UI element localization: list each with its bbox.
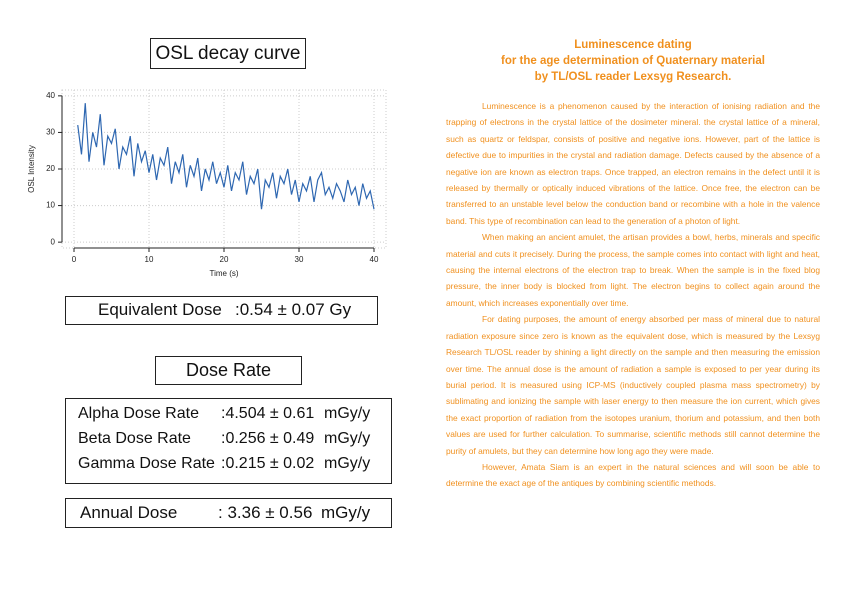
x-tick-label: 10 xyxy=(145,255,154,264)
annual-dose-box: Annual Dose : 3.36 ± 0.56 mGy/y xyxy=(65,498,392,528)
x-tick-label: 40 xyxy=(370,255,379,264)
article-body: Luminescence is a phenomenon caused by t… xyxy=(446,98,820,492)
rate-value: :0.215 ± 0.02 xyxy=(221,455,315,472)
y-axis-label: OSL Intensity xyxy=(27,145,36,193)
equivalent-dose-value: :0.54 ± 0.07 Gy xyxy=(235,300,352,319)
rate-label: Gamma Dose Rate xyxy=(78,455,215,472)
rate-label: Beta Dose Rate xyxy=(78,430,191,447)
annual-dose-value: : 3.36 ± 0.56 xyxy=(218,503,313,522)
equivalent-dose-box: Equivalent Dose :0.54 ± 0.07 Gy xyxy=(65,296,378,325)
rate-unit: mGy/y xyxy=(324,405,371,422)
equivalent-dose-label: Equivalent Dose xyxy=(98,300,222,319)
data-line xyxy=(77,103,375,210)
article-title-line: by TL/OSL reader Lexsyg Research. xyxy=(534,71,732,83)
y-tick-label: 10 xyxy=(46,201,55,210)
rate-label: Alpha Dose Rate xyxy=(78,405,199,422)
x-tick-label: 30 xyxy=(295,255,304,264)
y-tick-label: 0 xyxy=(51,237,56,246)
rate-unit: mGy/y xyxy=(324,455,371,472)
article-paragraph: Luminescence is a phenomenon caused by t… xyxy=(446,101,820,226)
rate-value: :0.256 ± 0.49 xyxy=(221,430,315,447)
x-tick-label: 0 xyxy=(72,255,77,264)
dose-rate-title: Dose Rate xyxy=(155,356,302,385)
article-paragraph: For dating purposes, the amount of energ… xyxy=(446,314,820,456)
rate-unit: mGy/y xyxy=(324,430,371,447)
annual-dose-label: Annual Dose xyxy=(80,503,178,522)
x-axis-label: Time (s) xyxy=(209,269,238,278)
y-tick-label: 20 xyxy=(46,164,55,173)
dose-rate-box: Alpha Dose Rate :4.504 ± 0.61 mGy/y Beta Do… xyxy=(65,398,392,484)
article-title-line: Luminescence dating xyxy=(574,39,692,51)
article-title: Luminescence dating for the age determina… xyxy=(446,37,820,85)
x-tick-label: 20 xyxy=(220,255,229,264)
annual-dose-unit: mGy/y xyxy=(321,503,371,522)
article-title-line: for the age determination of Quaternary … xyxy=(501,55,765,67)
chart-title: OSL decay curve xyxy=(150,38,306,69)
chart: 0 10 20 30 40 0 10 20 30 40 Time (s) OSL Intensity xyxy=(27,89,387,278)
y-tick-label: 40 xyxy=(46,91,55,100)
article-paragraph: When making an ancient amulet, the artis… xyxy=(446,232,820,308)
article-paragraph: However, Amata Siam is an expert in the … xyxy=(446,461,820,489)
rate-value: :4.504 ± 0.61 xyxy=(221,405,315,422)
y-tick-label: 30 xyxy=(46,128,55,137)
